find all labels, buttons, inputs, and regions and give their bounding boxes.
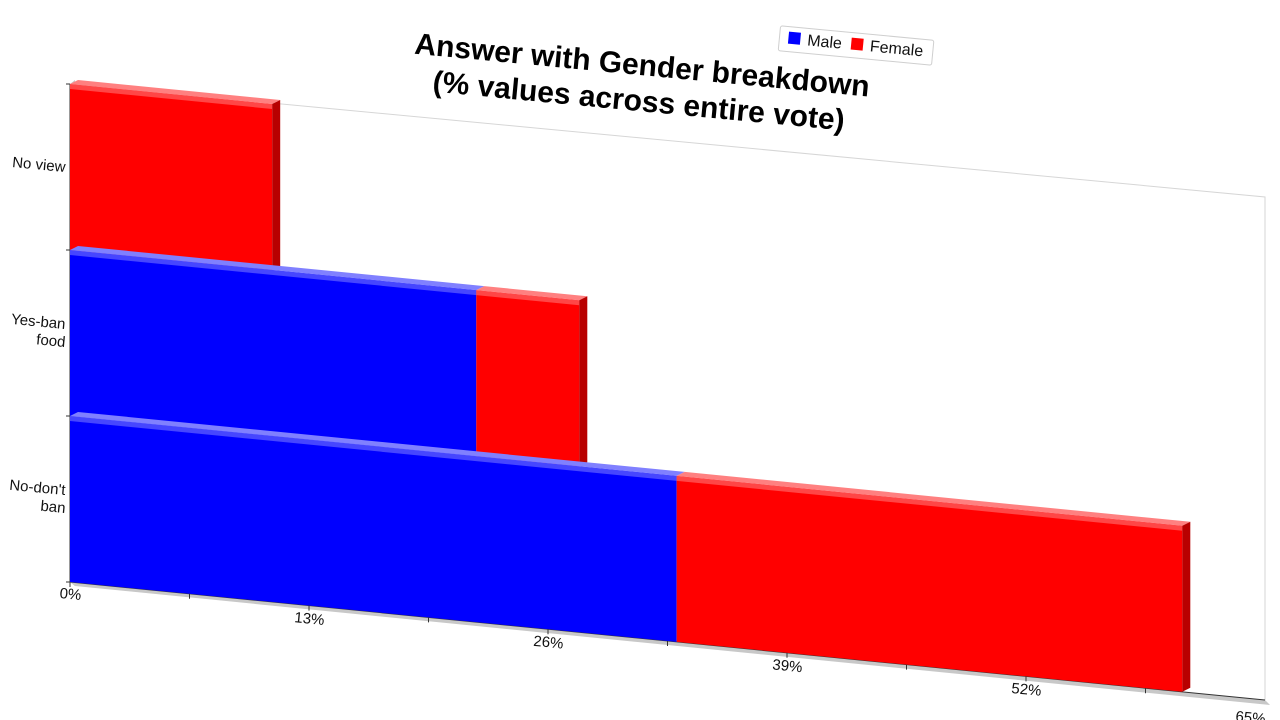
category-label-1-line-1: food xyxy=(36,331,67,351)
legend-swatch-male xyxy=(787,31,802,45)
category-label-1-line-0: Yes-ban xyxy=(10,311,66,333)
bars-group xyxy=(70,80,1191,692)
bar-female-1 xyxy=(476,286,588,467)
x-tick-label-1: 13% xyxy=(294,609,325,629)
category-label-2-line-0: No-don't xyxy=(9,477,67,499)
bar-female-2 xyxy=(676,471,1191,692)
x-ticks-group: 0% 13% 26% 39% 52% 65% xyxy=(59,582,1266,720)
category-label-0-line-0: No view xyxy=(12,154,67,176)
plot-top-edge xyxy=(69,83,1266,700)
x-tick-label-0: 0% xyxy=(59,585,82,604)
bar-male-2 xyxy=(70,412,685,642)
category-label-2-line-1: ban xyxy=(40,498,67,517)
legend-label-female: Female xyxy=(869,38,924,60)
legend-label-male: Male xyxy=(806,32,842,52)
floor-surface xyxy=(70,582,1270,705)
x-tick-label-4: 52% xyxy=(1011,680,1042,700)
y-ticks-group xyxy=(66,83,70,583)
x-tick-label-2: 26% xyxy=(533,633,564,653)
bar-female-0 xyxy=(70,80,281,270)
legend: Male Female xyxy=(777,25,935,66)
bar-male-1 xyxy=(70,246,485,457)
legend-swatch-female xyxy=(850,37,864,51)
x-tick-label-3: 39% xyxy=(772,656,803,676)
x-tick-label-5: 65% xyxy=(1235,708,1266,720)
